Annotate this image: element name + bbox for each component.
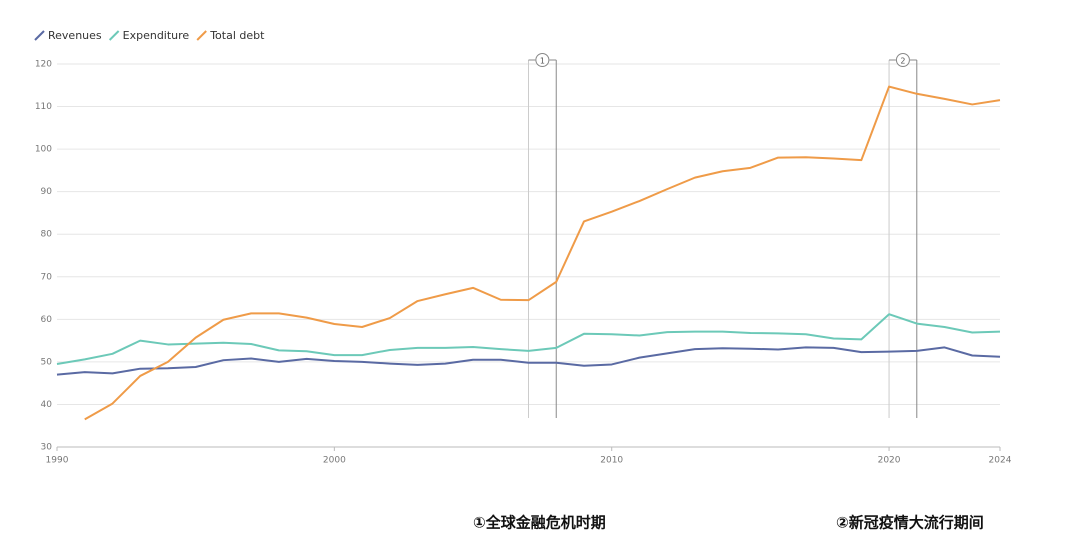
x-tick-label: 2010 xyxy=(600,456,623,466)
y-tick-label: 110 xyxy=(35,102,52,112)
period-label: 2 xyxy=(900,57,905,66)
y-tick-label: 50 xyxy=(41,357,53,367)
y-tick-label: 30 xyxy=(41,443,53,453)
x-tick-label: 2024 xyxy=(989,456,1012,466)
period-badge xyxy=(895,53,910,67)
y-tick-label: 120 xyxy=(35,60,52,70)
y-tick-label: 40 xyxy=(41,400,53,410)
period-label: 1 xyxy=(540,57,545,66)
x-tick-label: 1990 xyxy=(46,456,69,466)
legend-swatch xyxy=(196,30,207,41)
period-badge xyxy=(535,53,550,67)
x-tick-label: 2020 xyxy=(878,456,901,466)
y-tick-label: 70 xyxy=(41,272,53,282)
legend-label: Total debt xyxy=(209,29,265,42)
y-tick-label: 80 xyxy=(41,230,53,240)
footnote: ①全球金融危机时期 xyxy=(473,514,606,532)
y-tick-label: 90 xyxy=(41,187,53,197)
x-tick-label: 2000 xyxy=(323,456,346,466)
series-line xyxy=(56,313,1001,366)
series-line xyxy=(56,346,1001,376)
footnote: ②新冠疫情大流行期间 xyxy=(836,514,984,532)
legend-label: Revenues xyxy=(48,29,102,42)
legend-label: Expenditure xyxy=(123,29,190,42)
y-tick-label: 100 xyxy=(35,145,52,155)
legend-swatch xyxy=(34,30,45,41)
legend-swatch xyxy=(108,30,120,41)
y-tick-label: 60 xyxy=(41,315,53,325)
series-line xyxy=(84,85,1001,421)
